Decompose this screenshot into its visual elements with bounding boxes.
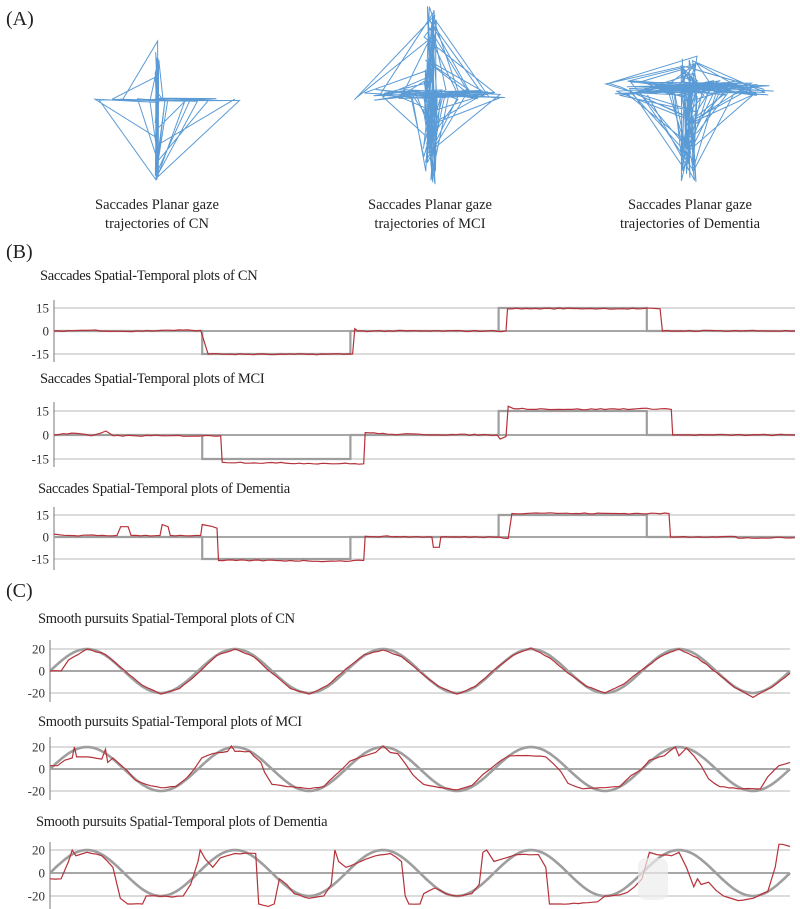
watermark-logo <box>638 858 668 900</box>
caption-line: trajectories of MCI <box>374 216 486 232</box>
gaze-series <box>50 744 791 791</box>
plot-title: Smooth pursuits Spatial-Temporal plots o… <box>38 714 302 730</box>
caption-cn: Saccades Planar gaze trajectories of CN <box>57 196 257 234</box>
y-tick-label: 20 <box>32 642 45 657</box>
caption-mci: Saccades Planar gaze trajectories of MCI <box>330 196 530 234</box>
y-tick-label: -20 <box>28 889 45 904</box>
gaze-series <box>53 307 796 356</box>
y-tick-label: 0 <box>39 664 46 679</box>
gaze-series <box>53 405 796 465</box>
y-tick-label: 15 <box>36 404 49 419</box>
target-series <box>49 848 791 898</box>
caption-line: trajectories of Dementia <box>619 216 761 232</box>
y-tick-label: 0 <box>43 324 50 339</box>
caption-line: trajectories of CN <box>105 216 209 232</box>
plot-title: Smooth pursuits Spatial-Temporal plots o… <box>36 814 328 830</box>
gaze-series <box>49 647 791 699</box>
y-tick-label: -20 <box>28 784 45 799</box>
caption-line: Saccades Planar gaze <box>628 197 752 213</box>
plot-title: Saccades Spatial-Temporal plots of CN <box>40 268 258 284</box>
caption-line: Saccades Planar gaze <box>368 197 492 213</box>
gaze-trajectory-mci <box>353 6 505 185</box>
y-tick-label: 20 <box>32 843 45 858</box>
y-tick-label: 0 <box>43 428 50 443</box>
target-series <box>49 745 791 793</box>
y-tick-label: 0 <box>39 866 46 881</box>
y-tick-label: 20 <box>32 740 45 755</box>
y-tick-label: 15 <box>36 301 49 316</box>
panel-label-a: (A) <box>6 8 34 30</box>
panel-label-b: (B) <box>6 241 33 263</box>
panel-label-c: (C) <box>6 580 33 602</box>
plot-title: Saccades Spatial-Temporal plots of MCI <box>40 371 265 387</box>
y-tick-label: 15 <box>36 508 49 523</box>
caption-line: Saccades Planar gaze <box>95 197 219 213</box>
y-tick-label: 0 <box>39 762 46 777</box>
plot-title: Saccades Spatial-Temporal plots of Demen… <box>38 481 290 497</box>
y-tick-label: -15 <box>32 347 49 362</box>
y-tick-label: -15 <box>32 552 49 567</box>
y-tick-label: -20 <box>28 686 45 701</box>
caption-dementia: Saccades Planar gaze trajectories of Dem… <box>590 196 790 234</box>
y-tick-label: 0 <box>43 530 50 545</box>
y-tick-label: -15 <box>32 452 49 467</box>
plot-title: Smooth pursuits Spatial-Temporal plots o… <box>38 611 295 627</box>
gaze-trajectory-dementia <box>603 55 774 182</box>
gaze-trajectory-cn <box>93 39 241 182</box>
gaze-series <box>53 512 796 563</box>
gaze-series <box>49 843 791 908</box>
